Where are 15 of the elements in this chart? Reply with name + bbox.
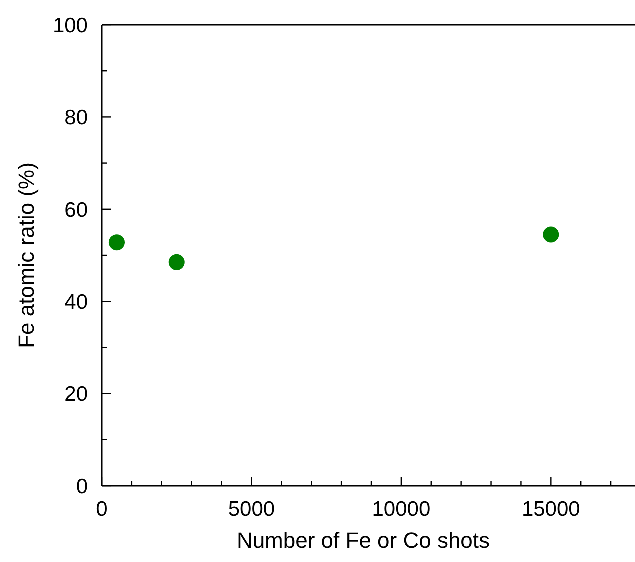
y-axis-title: Fe atomic ratio (%) bbox=[14, 162, 39, 348]
y-tick-label: 60 bbox=[64, 198, 88, 222]
point bbox=[108, 234, 125, 251]
x-tick-label: 5000 bbox=[228, 498, 276, 521]
y-tick-label: 100 bbox=[52, 14, 88, 38]
y-tick-label: 80 bbox=[64, 106, 88, 130]
x-tick-label: 0 bbox=[96, 498, 108, 521]
point bbox=[168, 254, 185, 270]
y-tick-label: 20 bbox=[64, 383, 88, 406]
x-tick-label: 10000 bbox=[372, 498, 431, 521]
x-axis-title: Number of Fe or Co shots bbox=[236, 528, 490, 553]
x-tick-label: 15000 bbox=[522, 498, 580, 521]
point bbox=[543, 226, 560, 243]
y-tick-label: 0 bbox=[76, 475, 88, 498]
y-tick-label: 40 bbox=[64, 290, 88, 314]
